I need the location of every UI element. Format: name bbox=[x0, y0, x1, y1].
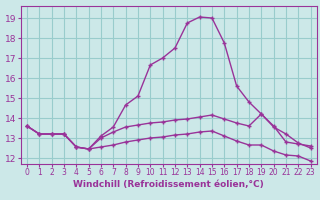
X-axis label: Windchill (Refroidissement éolien,°C): Windchill (Refroidissement éolien,°C) bbox=[73, 180, 264, 189]
